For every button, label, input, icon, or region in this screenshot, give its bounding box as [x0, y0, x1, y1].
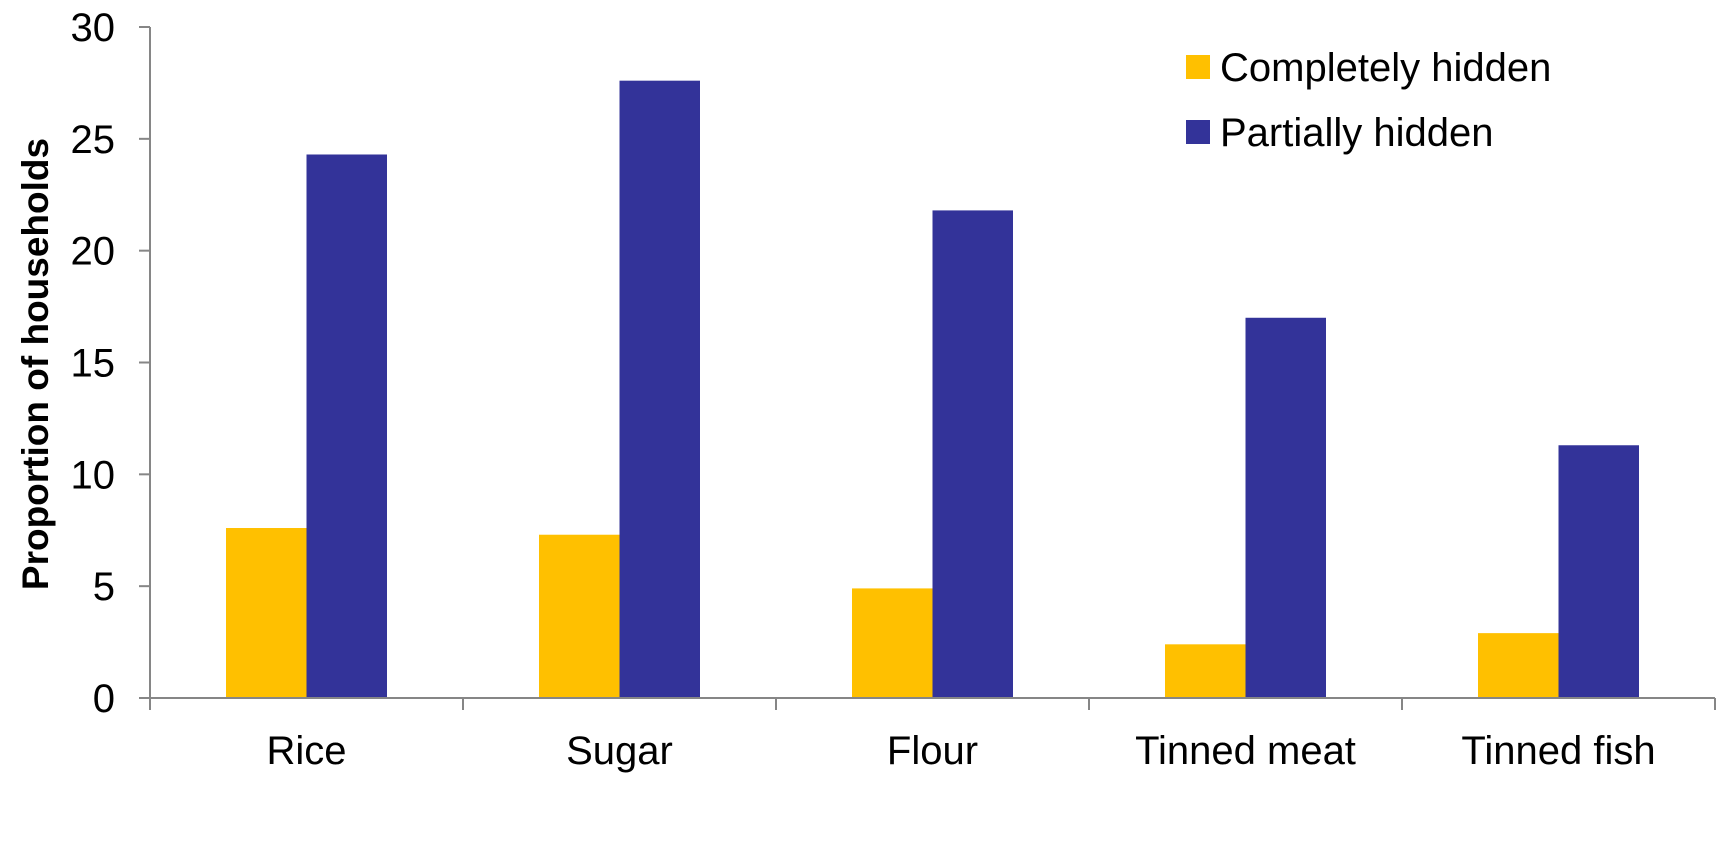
x-tick-label: Tinned fish	[1461, 729, 1655, 773]
bar-partially-hidden-tinned-fish	[1558, 445, 1639, 698]
y-tick-label: 30	[71, 6, 116, 50]
bar-partially-hidden-sugar	[619, 80, 700, 699]
bar-partially-hidden-rice	[306, 154, 387, 699]
y-tick-label: 15	[71, 342, 116, 386]
y-tick-label: 5	[93, 565, 115, 609]
y-axis: 0 5 10 15 20 25 30	[71, 6, 150, 721]
legend-label: Partially hidden	[1220, 111, 1494, 155]
bar-completely-hidden-rice	[226, 528, 307, 698]
bar-partially-hidden-tinned-meat	[1245, 317, 1326, 698]
y-tick-label: 10	[71, 453, 116, 497]
legend-label: Completely hidden	[1220, 46, 1551, 90]
bar-completely-hidden-flour	[852, 588, 933, 698]
x-tick-label: Flour	[887, 729, 978, 773]
legend-swatch	[1186, 120, 1210, 144]
legend-swatch	[1186, 55, 1210, 79]
y-axis-label: Proportion of households	[15, 138, 56, 590]
x-tick-label: Tinned meat	[1135, 729, 1356, 773]
x-tick-label: Rice	[266, 729, 346, 773]
bar-completely-hidden-tinned-fish	[1478, 633, 1559, 698]
bar-partially-hidden-flour	[932, 210, 1013, 698]
y-tick-label: 0	[93, 677, 115, 721]
axes	[149, 27, 1715, 699]
y-tick-label: 20	[71, 230, 116, 274]
bar-completely-hidden-sugar	[539, 534, 620, 698]
x-axis: Rice Sugar Flour Tinned meat Tinned fish	[149, 698, 1716, 773]
x-tick-label: Sugar	[566, 729, 673, 773]
bar-completely-hidden-tinned-meat	[1165, 644, 1246, 698]
plot-area	[226, 80, 1639, 699]
y-tick-label: 25	[71, 118, 116, 162]
legend: Completely hidden Partially hidden	[1186, 46, 1551, 155]
